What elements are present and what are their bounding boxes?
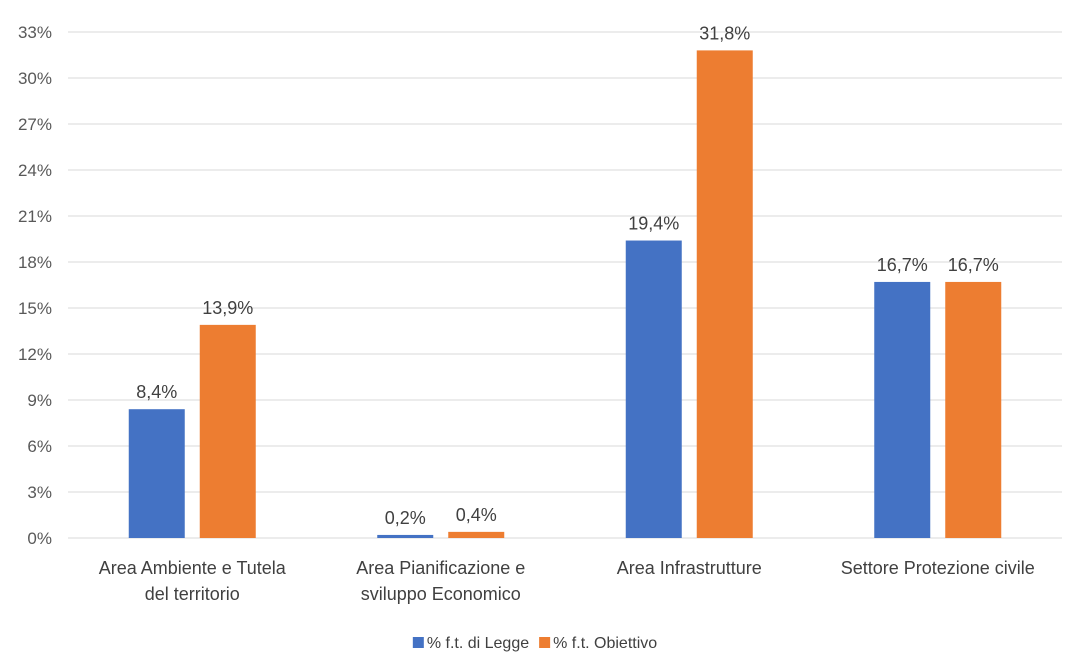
bar-legge [377,534,434,538]
y-axis-ticks: 0% 3% 6% 9% 12% 15% 18% 21% 24% 27% 30% 33% [18,23,52,548]
y-tick-label: 0% [27,529,52,548]
bar-obiettivo [945,281,1002,538]
x-axis-categories: Area Ambiente e Tutela del territorio Area… [99,558,1035,604]
bar-obiettivo [696,50,753,539]
y-tick-label: 30% [18,69,52,88]
x-category-label: Area Infrastrutture [617,558,762,578]
y-tick-label: 15% [18,299,52,318]
bar-obiettivo [199,324,256,538]
legend: % f.t. di Legge % f.t. Obiettivo [412,635,657,652]
bar-legge [128,409,185,538]
y-tick-label: 33% [18,23,52,42]
data-label: 19,4% [628,214,679,234]
data-label: 31,8% [699,23,750,43]
y-tick-label: 27% [18,115,52,134]
y-tick-label: 24% [18,161,52,180]
data-label: 16,7% [948,255,999,275]
legend-swatch [412,637,424,648]
bar-obiettivo [448,531,505,538]
data-label: 8,4% [136,382,177,402]
data-label: 13,9% [202,298,253,318]
data-labels: 8,4% 13,9% 0,2% 0,4% 19,4% 31,8% 16,7% 16,7% [136,23,999,528]
legend-swatch [539,637,551,648]
legend-item: % f.t. Obiettivo [539,635,657,652]
y-tick-label: 21% [18,207,52,226]
y-tick-label: 3% [27,483,52,502]
bars [128,50,1002,539]
legend-label: % f.t. di Legge [427,635,529,652]
y-tick-label: 6% [27,437,52,456]
legend-item: % f.t. di Legge [412,635,529,652]
x-category-label: Area Ambiente e Tutela del territorio [99,558,287,604]
legend-label: % f.t. Obiettivo [553,635,657,652]
data-label: 0,2% [385,508,426,528]
data-label: 0,4% [456,505,497,525]
bar-legge [625,240,682,539]
bar-legge [874,281,931,538]
y-tick-label: 9% [27,391,52,410]
data-label: 16,7% [877,255,928,275]
x-category-label: Settore Protezione civile [841,558,1035,578]
y-tick-label: 12% [18,345,52,364]
y-tick-label: 18% [18,253,52,272]
x-category-label: Area Pianificazione e sviluppo Economico [356,558,525,604]
